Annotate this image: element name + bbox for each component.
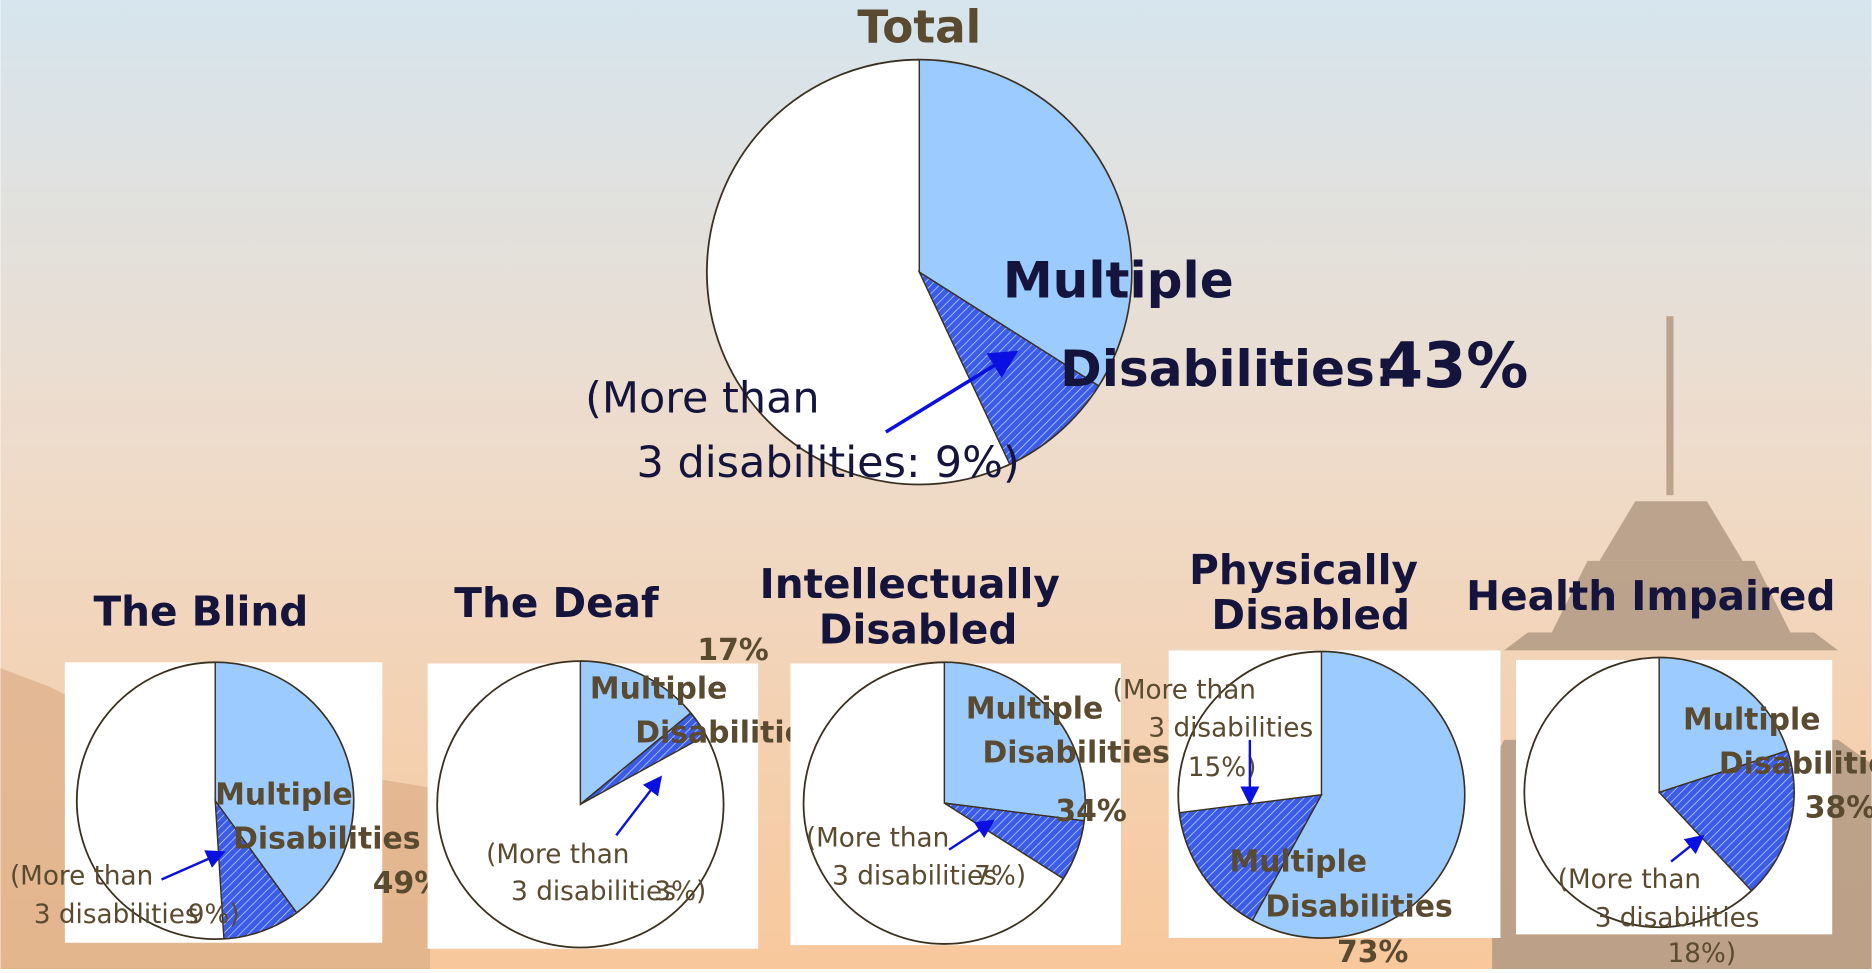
value-label: 34% bbox=[1055, 794, 1126, 829]
chart-title: Disabled bbox=[1211, 591, 1410, 639]
slice-label: Disabilities bbox=[1265, 890, 1452, 925]
slice-label: Multiple bbox=[215, 777, 352, 812]
slide: Total Multiple Disabilities:43% (More than 3… bbox=[0, 0, 1872, 969]
slice-label: 3 disabilities bbox=[1148, 714, 1313, 744]
chart-title: Total bbox=[857, 0, 981, 53]
slice-label: Multiple bbox=[966, 692, 1103, 727]
value-label: 43% bbox=[1380, 329, 1529, 402]
value-label: 38% bbox=[1805, 791, 1872, 826]
slice-label: Multiple bbox=[1683, 702, 1820, 737]
chart-title: Intellectually bbox=[760, 560, 1060, 608]
value-label: 9%) bbox=[935, 438, 1020, 488]
slice-label: (More than bbox=[806, 823, 949, 853]
slice-label: Disabilities bbox=[983, 736, 1170, 771]
chart-title: Disabled bbox=[819, 605, 1018, 653]
chart-title: Health Impaired bbox=[1466, 572, 1835, 620]
value-label: 7%) bbox=[974, 862, 1026, 892]
value-label: 17% bbox=[697, 633, 768, 668]
value-label: 9%) bbox=[188, 900, 240, 930]
slice-label: (More than bbox=[486, 840, 629, 870]
chart-title: Physically bbox=[1189, 546, 1418, 594]
value-label: 73% bbox=[1337, 935, 1408, 969]
slice-label: 3 disabilities: bbox=[636, 438, 920, 488]
page: Total Multiple Disabilities:43% (More than 3… bbox=[0, 0, 1872, 973]
value-label: 3%) bbox=[654, 877, 706, 907]
chart-title: The Deaf bbox=[454, 579, 659, 627]
slice-label: Disabilities bbox=[1719, 746, 1872, 781]
value-label: 18%) bbox=[1668, 939, 1737, 969]
slice-label: (More than bbox=[585, 373, 820, 423]
slice-label: Multiple bbox=[1003, 251, 1234, 310]
slice-label: Disabilities: bbox=[1060, 339, 1395, 398]
slice-label: 3 disabilities bbox=[832, 862, 997, 892]
slice-label: Multiple bbox=[590, 671, 727, 706]
slice-label: 3 disabilities bbox=[34, 900, 199, 930]
slice-label: (More than bbox=[1113, 675, 1256, 705]
value-label: 15%) bbox=[1188, 753, 1257, 783]
slice-label: 3 disabilities bbox=[1595, 903, 1760, 933]
slice-label: (More than bbox=[1558, 865, 1701, 895]
chart-title: The Blind bbox=[93, 588, 308, 636]
slice-label: (More than bbox=[10, 862, 153, 892]
slice-label: Multiple bbox=[1230, 844, 1367, 879]
slice-label: Disabilities bbox=[233, 822, 420, 857]
slice-label: 3 disabilities bbox=[511, 877, 676, 907]
